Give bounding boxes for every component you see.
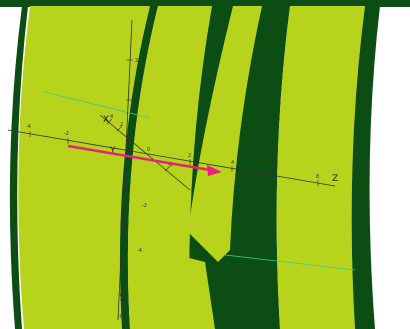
left-band-outer-edge xyxy=(9,6,28,329)
x-axis-ticks xyxy=(106,118,171,172)
left-lime-strip xyxy=(18,6,151,329)
z-tick-label: 8 xyxy=(316,174,319,180)
guide-line-top xyxy=(44,91,151,119)
z-tick-label: -2 xyxy=(64,131,69,137)
viewport-top-border xyxy=(0,0,410,7)
middle-lime-strip xyxy=(127,6,212,329)
y-axis-ticks xyxy=(120,59,133,301)
z-tick-label: 4 xyxy=(231,160,234,166)
guide-line-bottom xyxy=(224,254,356,271)
y-axis-label: Y xyxy=(109,146,116,156)
x-axis-label: X xyxy=(103,115,109,125)
z-axis-label: Z xyxy=(332,174,338,184)
x-axis-line xyxy=(99,114,191,191)
y-tick-label: 2 xyxy=(135,58,138,64)
right-band-outer-edge xyxy=(351,6,380,329)
x-tick-label: 2 xyxy=(120,122,123,128)
x-tick-label: -2 xyxy=(168,162,173,168)
y-tick-label: -8 xyxy=(118,314,123,320)
dark-separator-1 xyxy=(119,6,158,329)
z-axis-line xyxy=(7,129,336,187)
right-lime-strip xyxy=(276,6,365,329)
y-tick-label: -2 xyxy=(142,203,147,209)
y-tick-label: -6 xyxy=(118,293,123,299)
vector-arrow-shaft xyxy=(67,144,211,172)
z-tick-label: 2 xyxy=(188,153,191,159)
z-tick-label: 6 xyxy=(274,167,277,173)
z-axis-ticks xyxy=(29,131,319,186)
y-tick-label: 4 xyxy=(135,98,138,104)
vector-arrow-head xyxy=(207,165,222,176)
z-tick-label: -4 xyxy=(26,124,31,130)
lower-lime-tab xyxy=(158,250,215,329)
y-tick-label: -4 xyxy=(137,248,142,254)
x-tick-label: 4 xyxy=(110,114,113,120)
inner-lime-tab xyxy=(188,6,262,262)
vector-arrow-icon[interactable] xyxy=(67,144,222,176)
y-axis-line xyxy=(117,19,133,321)
z-tick-label: 0 xyxy=(147,147,150,153)
